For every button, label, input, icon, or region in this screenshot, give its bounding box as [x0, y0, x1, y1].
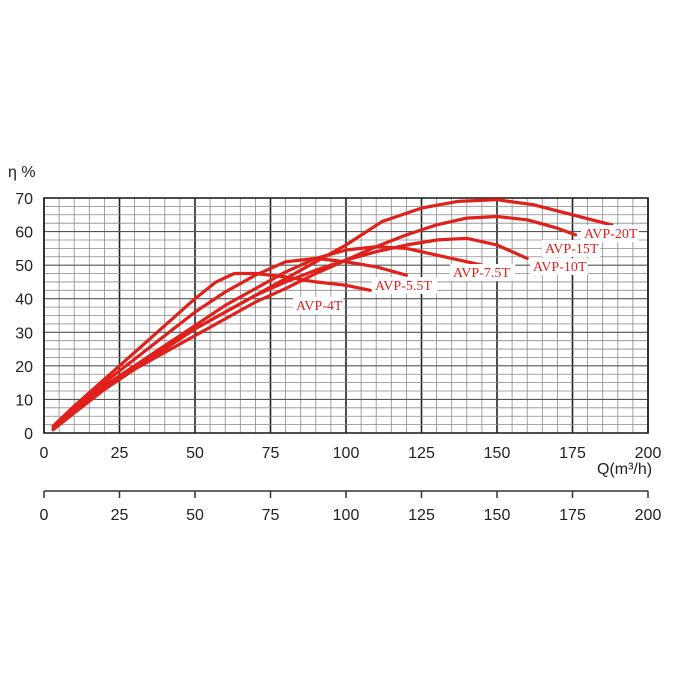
x-tick-label: 125	[408, 445, 435, 462]
secondary-x-tick-label: 50	[186, 507, 204, 524]
x-tick-label: 175	[559, 445, 586, 462]
series-line-avp-10t	[51, 236, 529, 428]
x-tick-label: 100	[333, 445, 360, 462]
series-label-bg	[450, 264, 516, 281]
series-label-bg	[293, 297, 344, 314]
y-tick-label: 50	[15, 258, 33, 275]
y-tick-label: 0	[24, 426, 33, 443]
secondary-x-tick-label: 25	[111, 507, 129, 524]
secondary-x-tick-label: 150	[484, 507, 511, 524]
series-line-avp-5-5t	[51, 256, 408, 428]
x-tick-label: 0	[40, 445, 49, 462]
y-tick-label: 60	[15, 225, 33, 242]
series-label-avp-10t: AVP-10T	[533, 260, 587, 275]
axes-group: η % Q(m³/h)	[8, 164, 652, 478]
secondary-x-tick-label: 75	[262, 507, 280, 524]
y-tick-label: 20	[15, 359, 33, 376]
y-tick-labels: 0 10 20 30 40 50 60 70	[15, 191, 33, 443]
series-label-bg	[530, 258, 588, 275]
plot-frame	[43, 197, 649, 434]
chart-grid	[43, 197, 649, 434]
secondary-x-tick-label: 200	[635, 507, 662, 524]
x-tick-labels: 0 25 50 75 100 125 150 175 200	[40, 445, 662, 462]
series-label-avp-15t: AVP-15T	[545, 242, 599, 257]
series-group	[51, 198, 614, 432]
series-line-avp-4t	[51, 271, 372, 428]
x-tick-label: 25	[111, 445, 129, 462]
series-label-bg	[542, 240, 600, 257]
x-axis-title: Q(m³/h)	[597, 461, 652, 478]
x-tick-label: 75	[262, 445, 280, 462]
secondary-x-tick-label: 0	[40, 507, 49, 524]
y-tick-label: 70	[15, 191, 33, 208]
secondary-x-axis: 0 25 50 75 100 125 150 175 200	[40, 490, 662, 524]
y-tick-label: 30	[15, 325, 33, 342]
x-tick-label: 150	[484, 445, 511, 462]
secondary-x-tick-label: 175	[559, 507, 586, 524]
y-tick-label: 10	[15, 392, 33, 409]
series-label-avp-4t: AVP-4T	[296, 299, 343, 314]
series-label-group: AVP-4T AVP-5.5T AVP-7.5T AVP-10T AVP-15TAVP-…	[293, 225, 639, 314]
x-tick-label: 50	[186, 445, 204, 462]
secondary-x-tick-label: 100	[333, 507, 360, 524]
series-label-avp-20t: AVP-20T	[584, 227, 638, 242]
x-tick-label: 200	[635, 445, 662, 462]
secondary-x-tick-label: 125	[408, 507, 435, 524]
series-label-bg	[372, 277, 438, 294]
y-axis-title: η %	[8, 164, 36, 181]
series-label-avp-7-5t: AVP-7.5T	[453, 266, 510, 281]
y-tick-label: 40	[15, 292, 33, 309]
series-label-bg	[581, 225, 639, 242]
series-line-avp-20t	[51, 198, 614, 432]
series-label-avp-5-5t: AVP-5.5T	[375, 279, 432, 294]
